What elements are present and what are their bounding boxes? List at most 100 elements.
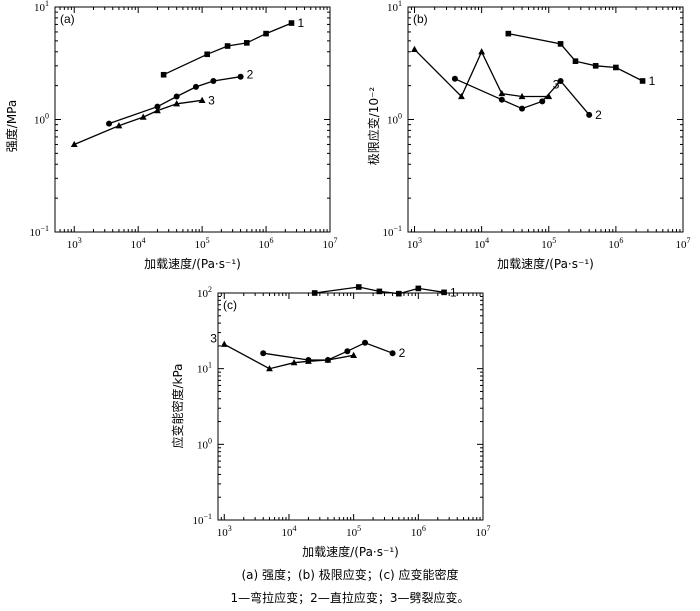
data-point [290,359,298,366]
series-3: 3 [411,45,560,100]
x-tick-label: 105 [541,236,556,251]
plot-frame [217,292,484,521]
caption-line-1: (a) 强度；(b) 极限应变；(c) 应变能密度 [241,568,459,582]
x-tick-label: 105 [195,236,210,251]
panel-label: (a) [60,12,75,26]
data-point [288,20,295,26]
series-line [414,48,549,98]
data-point [505,30,512,37]
y-tick-label: 101 [387,0,402,14]
chart-panel-3: 103 104 105 106 107 102 101 100 10−1 (c) 加载速度/(Pa·… [170,284,491,559]
data-point [344,348,351,355]
series-line [163,22,292,76]
x-tick-label: 103 [67,236,82,251]
data-point [160,71,167,78]
data-point [115,122,123,129]
x-tick-label: 104 [474,236,489,251]
data-point [396,290,402,297]
x-tick-label: 103 [407,236,422,251]
data-point [572,58,579,64]
series-1: 1 [311,284,457,299]
data-point [441,289,447,296]
y-tick-label: 101 [34,0,49,14]
data-point [154,103,161,110]
series-1: 1 [160,16,305,78]
series-label: 3 [553,78,560,92]
x-tick-label: 105 [346,524,361,539]
data-point [220,340,228,347]
tick-marks [407,7,683,233]
data-point [263,30,269,37]
data-point [362,339,369,346]
series-line [263,342,393,361]
chart-panel-1: 103 104 105 106 107 101 100 10−1 (a) 加载速度/(Pa·s⁻¹… [4,0,338,271]
data-point [266,365,273,372]
data-point [478,48,486,55]
y-tick-label: 101 [197,361,212,376]
series-label: 3 [210,331,217,345]
series-line [108,76,241,125]
data-point [192,83,199,90]
x-tick-label: 106 [259,236,274,251]
data-point [70,140,78,148]
data-point [139,113,147,120]
series-2: 2 [260,339,406,364]
x-tick-label: 104 [281,524,296,539]
x-axis-label: 加载速度/(Pa·s⁻¹) [302,544,399,559]
series-label: 1 [298,16,305,30]
x-tick-label: 107 [323,236,338,251]
data-point [198,96,206,103]
series-label: 3 [208,93,215,107]
series-line [314,286,445,295]
tick-marks [217,293,483,521]
x-tick-label: 107 [476,524,491,539]
y-tick-label: 102 [197,285,212,300]
series-line [73,99,203,146]
caption-line-2: 1—弯拉应变；2—直拉应变；3—劈裂应变。 [230,591,470,605]
series-2: 2 [451,75,602,122]
x-tick-label: 106 [608,236,623,251]
data-point [237,73,244,80]
data-point [415,285,422,292]
series-line [454,78,590,116]
series-3: 3 [70,93,215,148]
data-point [311,290,318,296]
data-point [498,96,505,103]
data-point [350,351,358,358]
data-point [498,89,506,97]
y-axis-label: 应变能密度/kPa [170,363,185,448]
data-point [557,41,564,47]
x-tick-label: 106 [411,524,426,539]
data-point [106,120,113,127]
series-label: 2 [247,68,254,82]
panel-label: (c) [223,298,237,312]
data-point [389,350,396,357]
data-point [592,63,599,69]
data-point [376,288,383,295]
data-point [639,78,646,84]
tick-marks [54,7,330,233]
series-2: 2 [106,68,254,127]
series-1: 1 [505,30,656,88]
y-tick-label: 100 [34,112,49,127]
y-axis-label: 强度/MPa [4,100,19,152]
y-tick-label: 10−1 [382,224,402,239]
data-point [224,43,231,49]
data-point [355,284,362,290]
data-point [545,92,553,100]
x-axis-label: 加载速度/(Pa·s⁻¹) [144,256,241,271]
x-tick-label: 104 [131,236,146,251]
series-line [223,343,354,370]
chart-panel-2: 103 104 105 106 107 101 100 10−1 (b) 加载速度/(Pa·s⁻¹… [366,0,691,271]
series-label: 2 [595,108,602,122]
plot-frame [54,6,331,233]
series-line [508,32,643,82]
x-tick-label: 107 [676,236,691,251]
data-point [451,75,458,82]
y-tick-label: 100 [387,112,402,127]
data-point [586,111,593,118]
data-point [154,106,161,114]
y-tick-label: 10−1 [192,512,212,527]
series-label: 1 [649,74,656,88]
x-tick-label: 103 [217,524,232,539]
